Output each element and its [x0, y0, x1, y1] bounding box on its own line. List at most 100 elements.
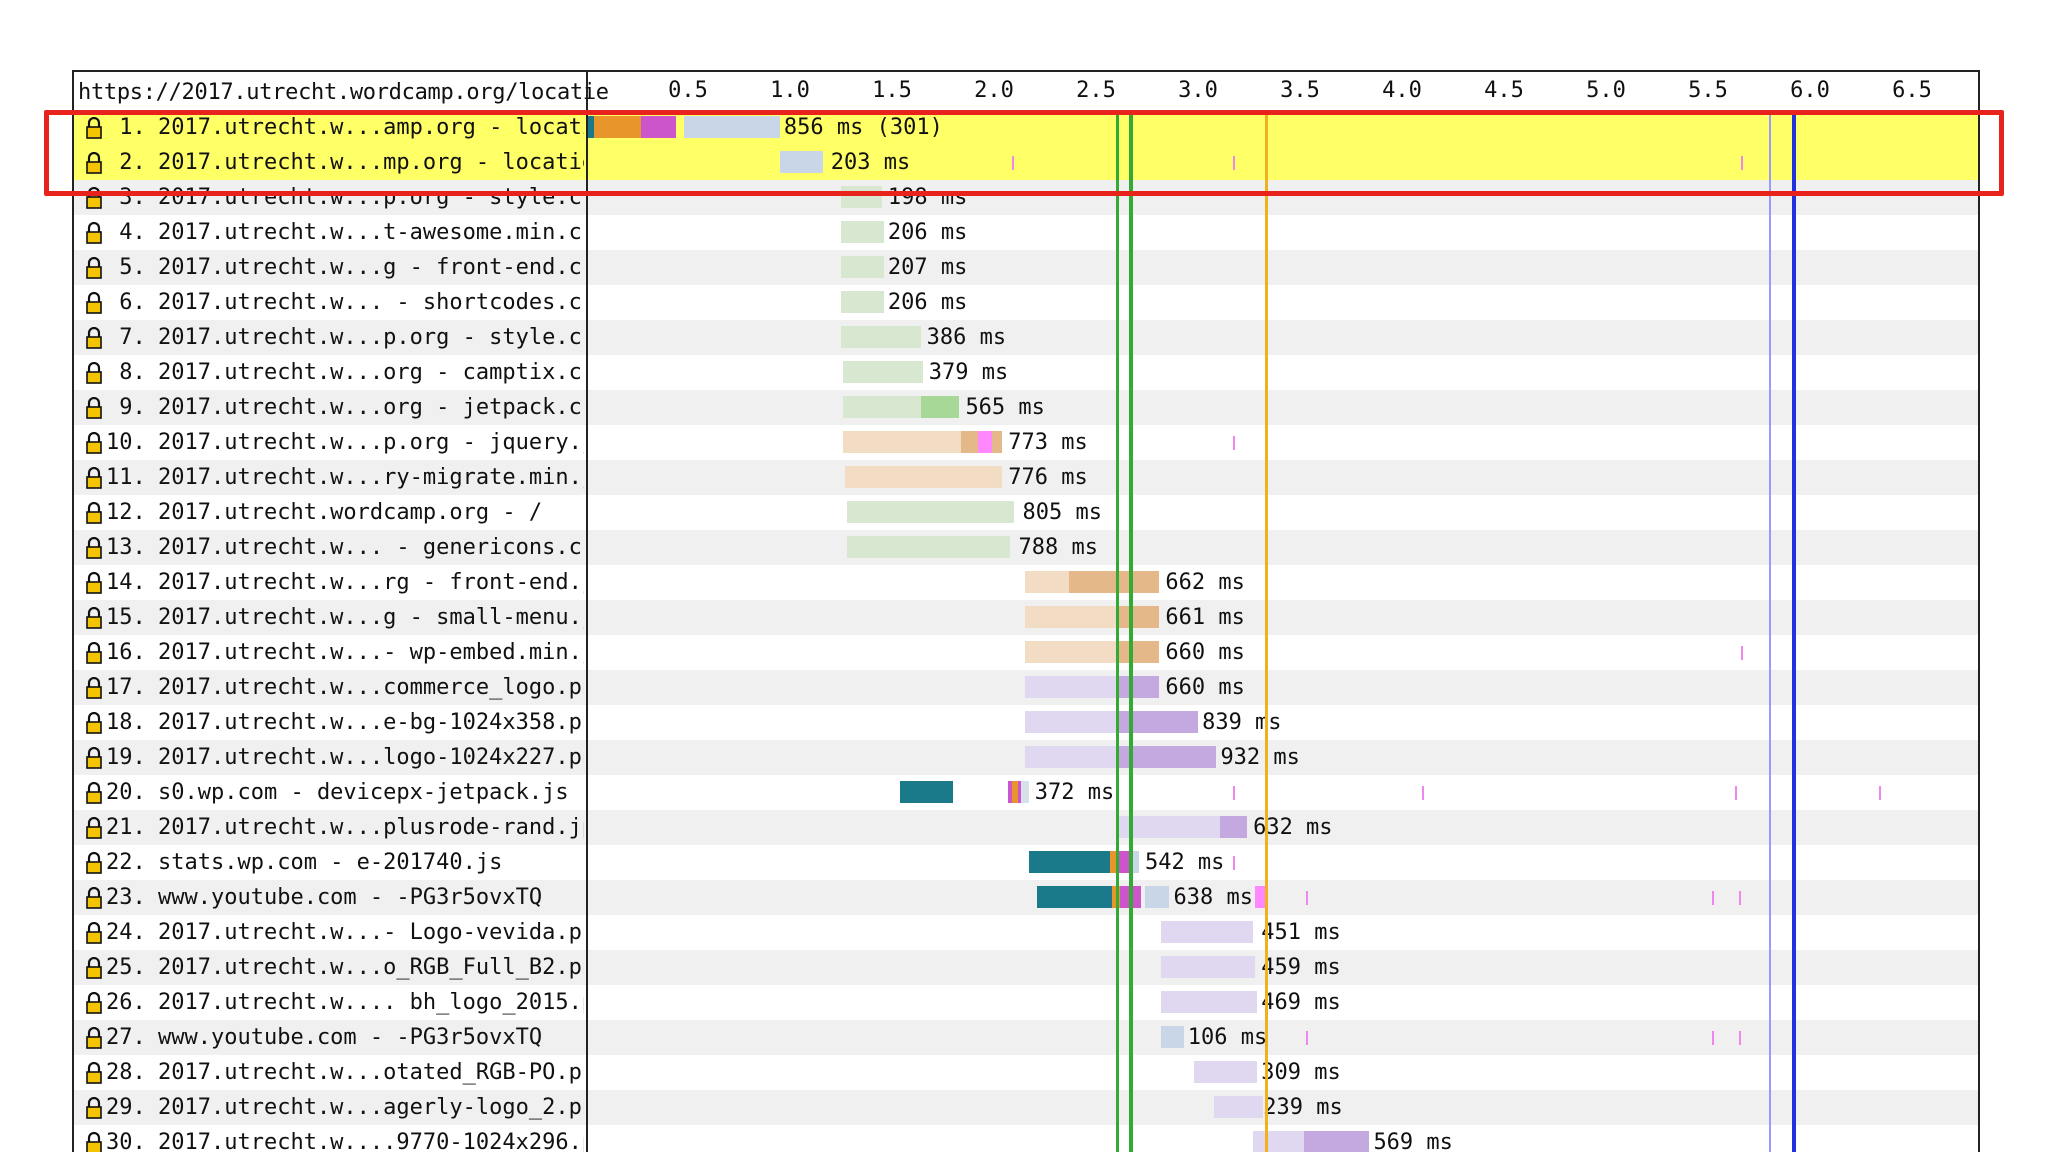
request-number: 2. — [106, 150, 146, 175]
on-load-line — [1769, 110, 1772, 1152]
lock-icon — [86, 117, 102, 139]
lock-icon — [86, 432, 102, 454]
request-row[interactable]: 19. 2017.utrecht.w...logo-1024x227.png 932… — [74, 740, 1978, 775]
request-label: 10. 2017.utrecht.w...p.org - jquery.js — [74, 425, 584, 460]
request-row[interactable]: 22. stats.wp.com - e-201740.js 542 ms — [74, 845, 1978, 880]
request-row[interactable]: 14. 2017.utrecht.w...rg - front-end.js 662… — [74, 565, 1978, 600]
request-url: s0.wp.com - devicepx-jetpack.js — [158, 780, 569, 805]
request-url: 2017.utrecht.w...g - front-end.css — [158, 255, 584, 280]
request-row[interactable]: 9. 2017.utrecht.w...org - jetpack.css 565 … — [74, 390, 1978, 425]
request-number: 14. — [106, 570, 146, 595]
request-duration: 239 ms — [1263, 1095, 1343, 1120]
request-label: 11. 2017.utrecht.w...ry-migrate.min.js — [74, 460, 584, 495]
request-row[interactable]: 4. 2017.utrecht.w...t-awesome.min.css 206 … — [74, 215, 1978, 250]
timing-bar-segment — [586, 116, 594, 138]
request-url: 2017.utrecht.w...- wp-embed.min.js — [158, 640, 584, 665]
request-label: 18. 2017.utrecht.w...e-bg-1024x358.png — [74, 705, 584, 740]
request-row[interactable]: 15. 2017.utrecht.w...g - small-menu.js 661… — [74, 600, 1978, 635]
request-row[interactable]: 27. www.youtube.com - -PG3r5ovxTQ 106 ms — [74, 1020, 1978, 1055]
lock-icon — [86, 292, 102, 314]
request-row[interactable]: 16. 2017.utrecht.w...- wp-embed.min.js 660… — [74, 635, 1978, 670]
request-row[interactable]: 13. 2017.utrecht.w... - genericons.css 788… — [74, 530, 1978, 565]
request-number: 8. — [106, 360, 146, 385]
request-number: 18. — [106, 710, 146, 735]
request-duration: 839 ms — [1202, 710, 1282, 735]
waterfall-chart: https://2017.utrecht.wordcamp.org/locati… — [72, 70, 1980, 1152]
request-url: 2017.utrecht.w...- Logo-vevida.png — [158, 920, 584, 945]
request-number: 12. — [106, 500, 146, 525]
request-row[interactable]: 1. 2017.utrecht.w...amp.org - locatie 856 … — [74, 110, 1978, 145]
lock-icon — [86, 397, 102, 419]
request-row[interactable]: 17. 2017.utrecht.w...commerce_logo.png 660… — [74, 670, 1978, 705]
request-row[interactable]: 8. 2017.utrecht.w...org - camptix.css 379 … — [74, 355, 1978, 390]
timing-bar-segment — [1024, 711, 1119, 733]
request-url: 2017.utrecht.w...otated_RGB-PO.png — [158, 1060, 584, 1085]
dom-content-loaded-line — [1265, 110, 1269, 1152]
request-row[interactable]: 18. 2017.utrecht.w...e-bg-1024x358.png 839… — [74, 705, 1978, 740]
request-duration: 451 ms — [1261, 920, 1341, 945]
request-label: 3. 2017.utrecht.w...p.org - style.css — [74, 180, 584, 215]
lock-icon — [86, 677, 102, 699]
timing-bar-segment — [1161, 956, 1256, 978]
request-row[interactable]: 30. 2017.utrecht.w....9770-1024x296.png 56… — [74, 1125, 1978, 1152]
timing-bar-segment — [1028, 851, 1111, 873]
event-tick-mark — [1232, 856, 1235, 870]
request-number: 20. — [106, 780, 146, 805]
timing-bar-segment — [843, 361, 923, 383]
request-row[interactable]: 12. 2017.utrecht.wordcamp.org - / 805 ms — [74, 495, 1978, 530]
request-number: 7. — [106, 325, 146, 350]
timing-bar-segment — [1116, 816, 1221, 838]
request-url: 2017.utrecht.w...p.org - jquery.js — [158, 430, 584, 455]
request-row[interactable]: 10. 2017.utrecht.w...p.org - jquery.js 773… — [74, 425, 1978, 460]
request-number: 6. — [106, 290, 146, 315]
timing-bar-segment — [841, 326, 921, 348]
timing-bar-segment — [1161, 921, 1254, 943]
lock-icon — [86, 957, 102, 979]
request-row[interactable]: 25. 2017.utrecht.w...o_RGB_Full_B2.png 459… — [74, 950, 1978, 985]
timing-bar-segment — [1024, 676, 1119, 698]
timing-bar-segment — [1214, 1096, 1264, 1118]
request-row[interactable]: 11. 2017.utrecht.w...ry-migrate.min.js 776… — [74, 460, 1978, 495]
request-row[interactable]: 6. 2017.utrecht.w... - shortcodes.css 206 … — [74, 285, 1978, 320]
timing-bar-segment — [1193, 1061, 1258, 1083]
request-label: 23. www.youtube.com - -PG3r5ovxTQ — [74, 880, 584, 915]
request-url: 2017.utrecht.wordcamp.org - / — [158, 500, 543, 525]
request-row[interactable]: 5. 2017.utrecht.w...g - front-end.css 207 … — [74, 250, 1978, 285]
request-row[interactable]: 20. s0.wp.com - devicepx-jetpack.js 372 ms — [74, 775, 1978, 810]
request-row[interactable]: 29. 2017.utrecht.w...agerly-logo_2.png 239… — [74, 1090, 1978, 1125]
axis-tick-label: 5.0 — [1586, 78, 1626, 103]
request-url: 2017.utrecht.w...p.org - style.css — [158, 325, 584, 350]
axis-tick-label: 6.0 — [1790, 78, 1830, 103]
request-row[interactable]: 3. 2017.utrecht.w...p.org - style.css 198 … — [74, 180, 1978, 215]
page-url-header: https://2017.utrecht.wordcamp.org/locati… — [78, 80, 609, 105]
request-number: 17. — [106, 675, 146, 700]
request-label: 14. 2017.utrecht.w...rg - front-end.js — [74, 565, 584, 600]
timing-bar-segment — [841, 221, 884, 243]
event-tick-mark — [1232, 156, 1235, 170]
request-label: 27. www.youtube.com - -PG3r5ovxTQ — [74, 1020, 584, 1055]
lock-icon — [86, 1027, 102, 1049]
request-number: 13. — [106, 535, 146, 560]
timing-bar-segment — [847, 536, 1011, 558]
lock-icon — [86, 607, 102, 629]
request-row[interactable]: 23. www.youtube.com - -PG3r5ovxTQ 638 ms — [74, 880, 1978, 915]
request-row[interactable]: 24. 2017.utrecht.w...- Logo-vevida.png 451… — [74, 915, 1978, 950]
request-duration: 565 ms — [965, 395, 1045, 420]
lock-icon — [86, 642, 102, 664]
request-label: 21. 2017.utrecht.w...plusrode-rand.jpg — [74, 810, 584, 845]
event-tick-mark — [1232, 436, 1235, 450]
request-number: 19. — [106, 745, 146, 770]
request-duration: 207 ms — [887, 255, 968, 280]
request-row[interactable]: 26. 2017.utrecht.w.... bh_logo_2015.png 46… — [74, 985, 1978, 1020]
request-row[interactable]: 7. 2017.utrecht.w...p.org - style.css 386 … — [74, 320, 1978, 355]
request-number: 26. — [106, 990, 146, 1015]
timing-bar-segment — [845, 466, 1003, 488]
request-label: 22. stats.wp.com - e-201740.js — [74, 845, 584, 880]
lock-icon — [86, 502, 102, 524]
request-row[interactable]: 28. 2017.utrecht.w...otated_RGB-PO.png 309… — [74, 1055, 1978, 1090]
request-row[interactable]: 21. 2017.utrecht.w...plusrode-rand.jpg 632… — [74, 810, 1978, 845]
timing-bar-segment — [1012, 781, 1019, 803]
request-label: 5. 2017.utrecht.w...g - front-end.css — [74, 250, 584, 285]
request-row[interactable]: 2. 2017.utrecht.w...mp.org - locatie/203 … — [74, 145, 1978, 180]
request-number: 23. — [106, 885, 146, 910]
